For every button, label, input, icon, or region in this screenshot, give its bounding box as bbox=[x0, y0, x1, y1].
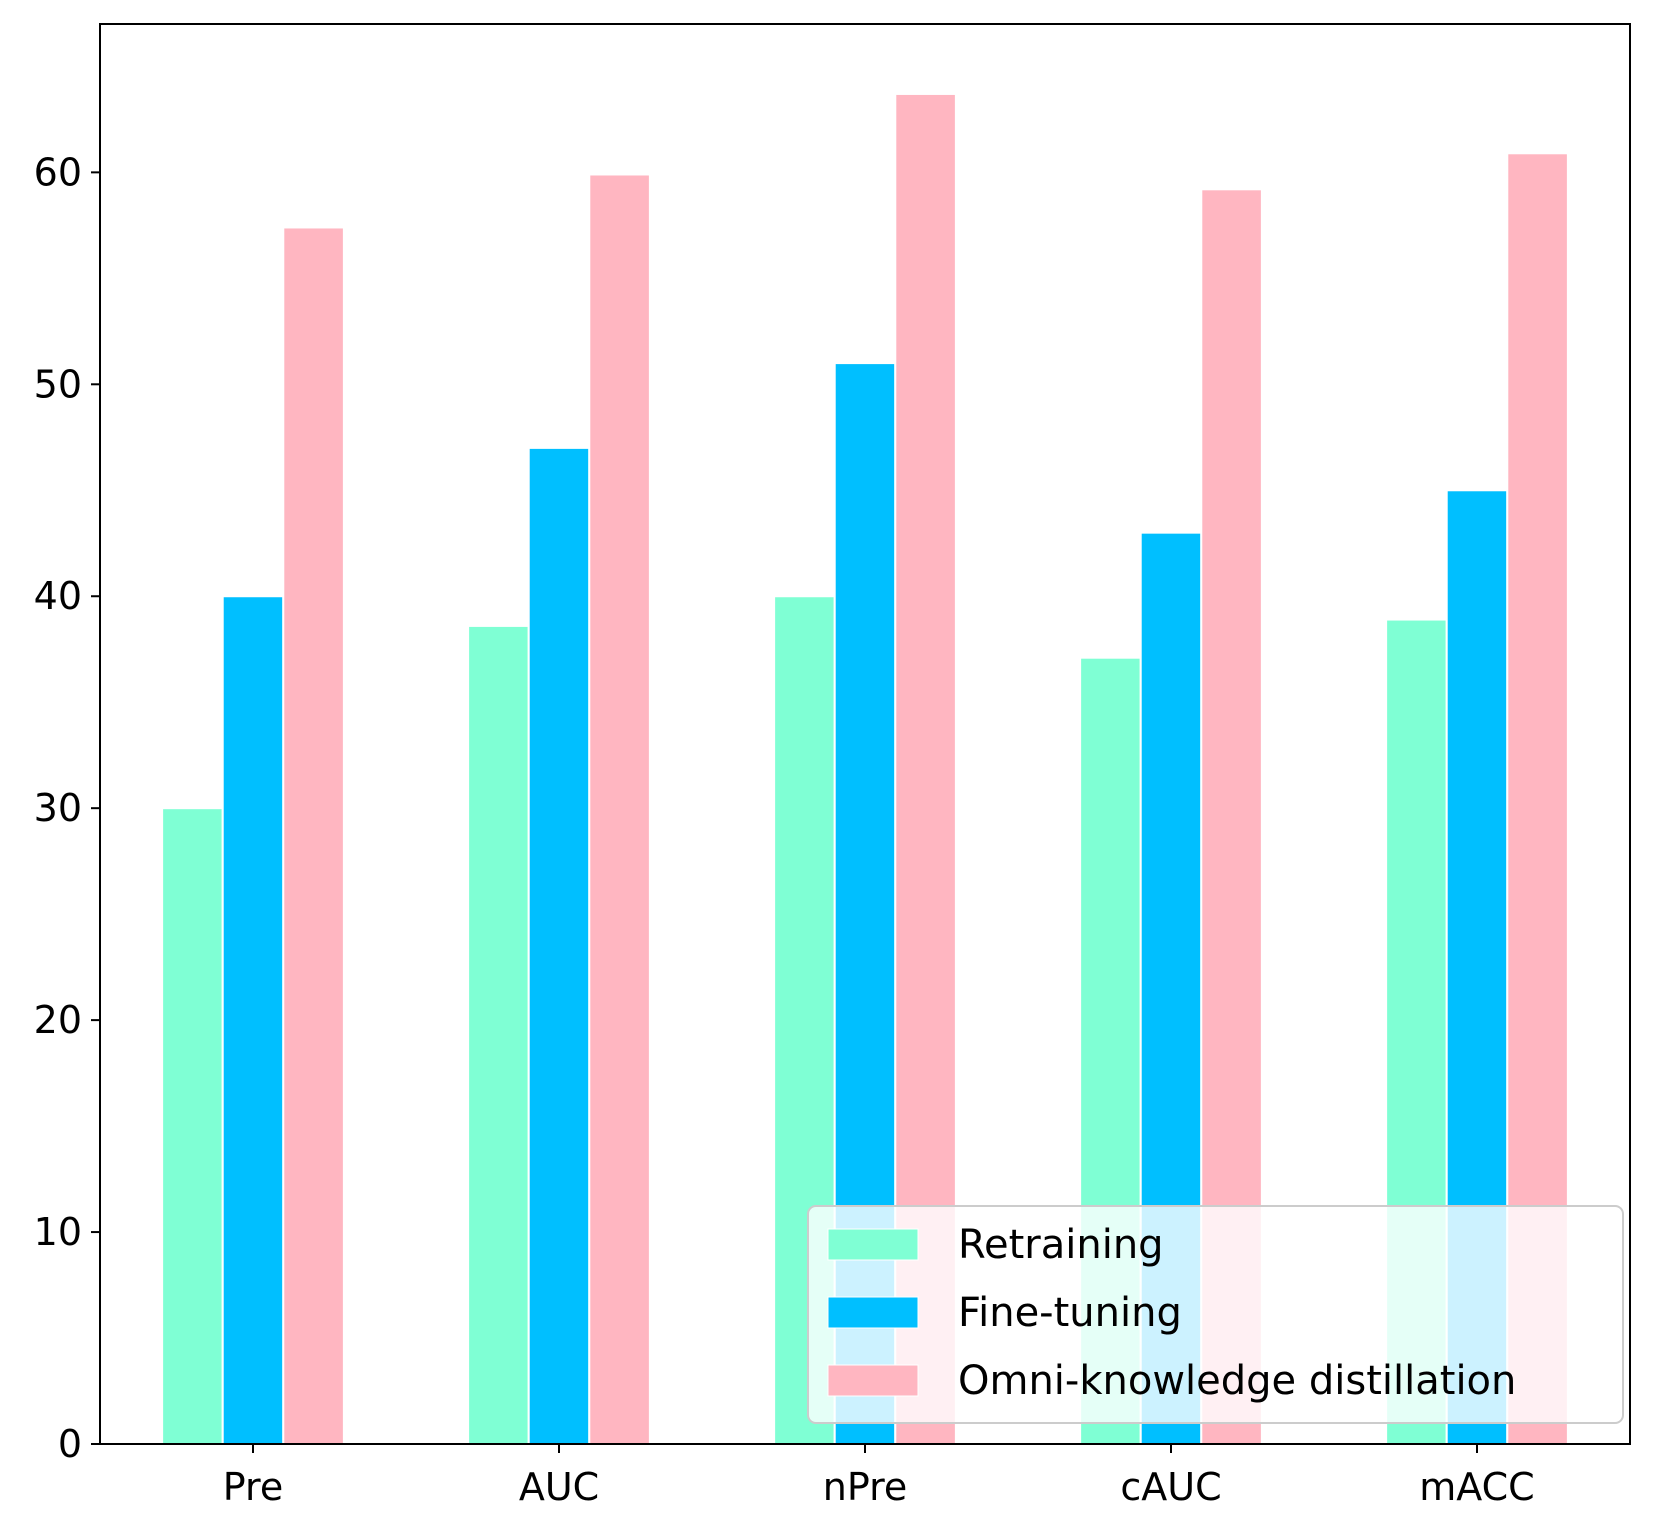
y-tick-label-0: 0 bbox=[58, 1422, 82, 1466]
bar-omni-knowledge-distillation-auc bbox=[588, 173, 651, 1446]
bar-retraining-auc bbox=[467, 624, 530, 1445]
bar-omni-knowledge-distillation-pre bbox=[282, 226, 345, 1446]
y-tick-label-40: 40 bbox=[34, 574, 82, 618]
legend-swatch-fine-tuning bbox=[827, 1296, 919, 1329]
x-tick-label-npre: nPre bbox=[823, 1465, 908, 1509]
legend-label-retraining: Retraining bbox=[958, 1222, 1164, 1268]
x-tick-label-pre: Pre bbox=[223, 1465, 283, 1509]
legend-swatch-retraining bbox=[827, 1228, 919, 1261]
axes-layer: 0 10 20 30 40 50 60 Pre AUC nPre cAUC mACC bbox=[34, 23, 1631, 1509]
legend-label-omni-knowledge-distillation: Omni-knowledge distillation bbox=[958, 1358, 1516, 1404]
y-tick-label-20: 20 bbox=[34, 998, 82, 1042]
x-tick-label-auc: AUC bbox=[519, 1465, 599, 1509]
x-tick-label-macc: mACC bbox=[1419, 1465, 1534, 1509]
bar-fine-tuning-auc bbox=[527, 446, 591, 1445]
legend: Retraining Fine-tuning Omni-knowledge dist… bbox=[807, 1205, 1624, 1424]
legend-swatch-omni-knowledge-distillation bbox=[827, 1364, 919, 1397]
legend-label-fine-tuning: Fine-tuning bbox=[958, 1290, 1182, 1336]
legend-box bbox=[807, 1205, 1624, 1424]
bar-retraining-pre bbox=[161, 807, 224, 1445]
y-tick-label-50: 50 bbox=[34, 362, 82, 406]
y-tick-label-30: 30 bbox=[34, 786, 82, 830]
y-tick-label-60: 60 bbox=[34, 150, 82, 194]
x-tick-label-cauc: cAUC bbox=[1120, 1465, 1221, 1509]
bar-fine-tuning-pre bbox=[221, 595, 285, 1445]
y-tick-label-10: 10 bbox=[34, 1210, 82, 1254]
